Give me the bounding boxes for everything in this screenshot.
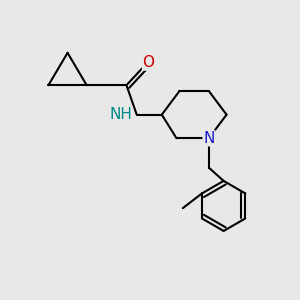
- Text: N: N: [203, 131, 214, 146]
- Text: O: O: [142, 55, 154, 70]
- Text: NH: NH: [110, 107, 132, 122]
